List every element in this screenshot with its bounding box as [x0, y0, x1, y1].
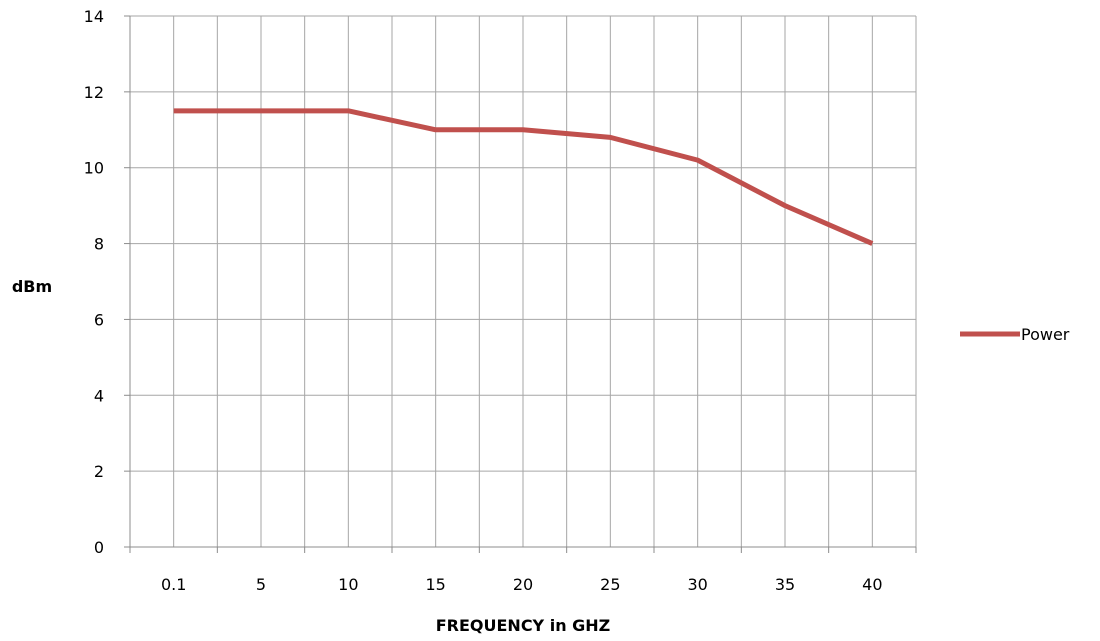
y-axis-title: dBm [12, 277, 52, 296]
series-lines [173, 108, 874, 246]
x-tick-labels: 0.1 5 10 15 20 25 30 35 40 [129, 547, 917, 594]
x-tick-label: 15 [425, 575, 445, 594]
y-tick-label: 14 [84, 7, 104, 26]
y-tick-label: 8 [94, 235, 104, 254]
grid [130, 15, 917, 547]
x-tick-label: 40 [862, 575, 882, 594]
x-tick-label: 0.1 [161, 575, 186, 594]
x-tick-label: 35 [775, 575, 795, 594]
x-tick-label: 10 [338, 575, 358, 594]
y-tick-label: 0 [94, 538, 104, 557]
y-tick-label: 6 [94, 310, 104, 329]
legend: Power [960, 325, 1070, 344]
x-tick-label: 20 [513, 575, 533, 594]
y-tick-labels: 0 2 4 6 8 10 12 14 [84, 7, 130, 557]
y-tick-label: 12 [84, 83, 104, 102]
x-axis-title: FREQUENCY in GHZ [436, 616, 611, 635]
x-tick-label: 25 [600, 575, 620, 594]
y-tick-label: 2 [94, 462, 104, 481]
series-line-power [173, 108, 874, 246]
x-tick-label: 5 [256, 575, 266, 594]
axes [129, 16, 916, 548]
y-tick-label: 4 [94, 386, 104, 405]
x-tick-label: 30 [687, 575, 707, 594]
legend-label-power: Power [1021, 325, 1070, 344]
y-tick-label: 10 [84, 159, 104, 178]
